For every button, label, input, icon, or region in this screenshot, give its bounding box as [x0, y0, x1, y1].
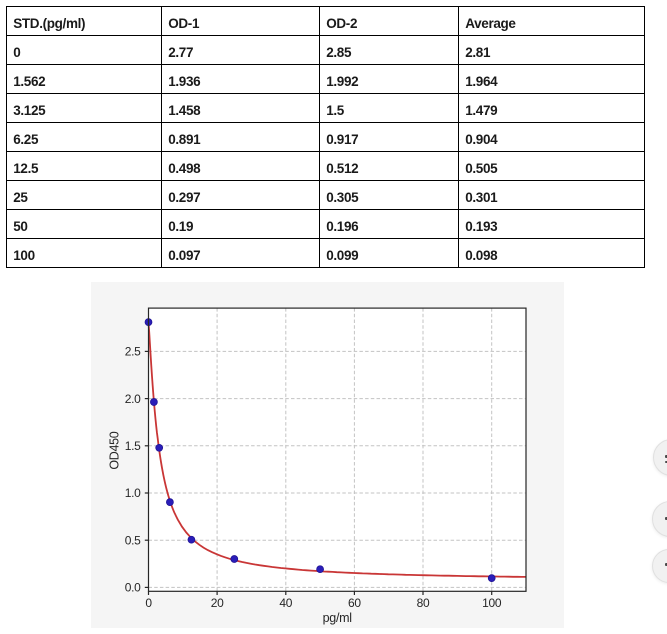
svg-text:0.5: 0.5 [125, 533, 141, 547]
svg-text:20: 20 [211, 596, 224, 610]
svg-text:0: 0 [145, 596, 152, 610]
svg-text:0.0: 0.0 [125, 581, 141, 595]
svg-text:2.5: 2.5 [125, 345, 141, 359]
svg-text:1.5: 1.5 [125, 439, 141, 453]
svg-text:60: 60 [348, 596, 361, 610]
svg-text:2.0: 2.0 [125, 392, 141, 406]
svg-text:40: 40 [279, 596, 292, 610]
svg-text:OD450: OD450 [108, 431, 122, 469]
svg-text:1.0: 1.0 [125, 486, 141, 500]
svg-text:80: 80 [417, 596, 430, 610]
svg-text:100: 100 [482, 596, 502, 610]
svg-text:pg/ml: pg/ml [323, 611, 352, 625]
